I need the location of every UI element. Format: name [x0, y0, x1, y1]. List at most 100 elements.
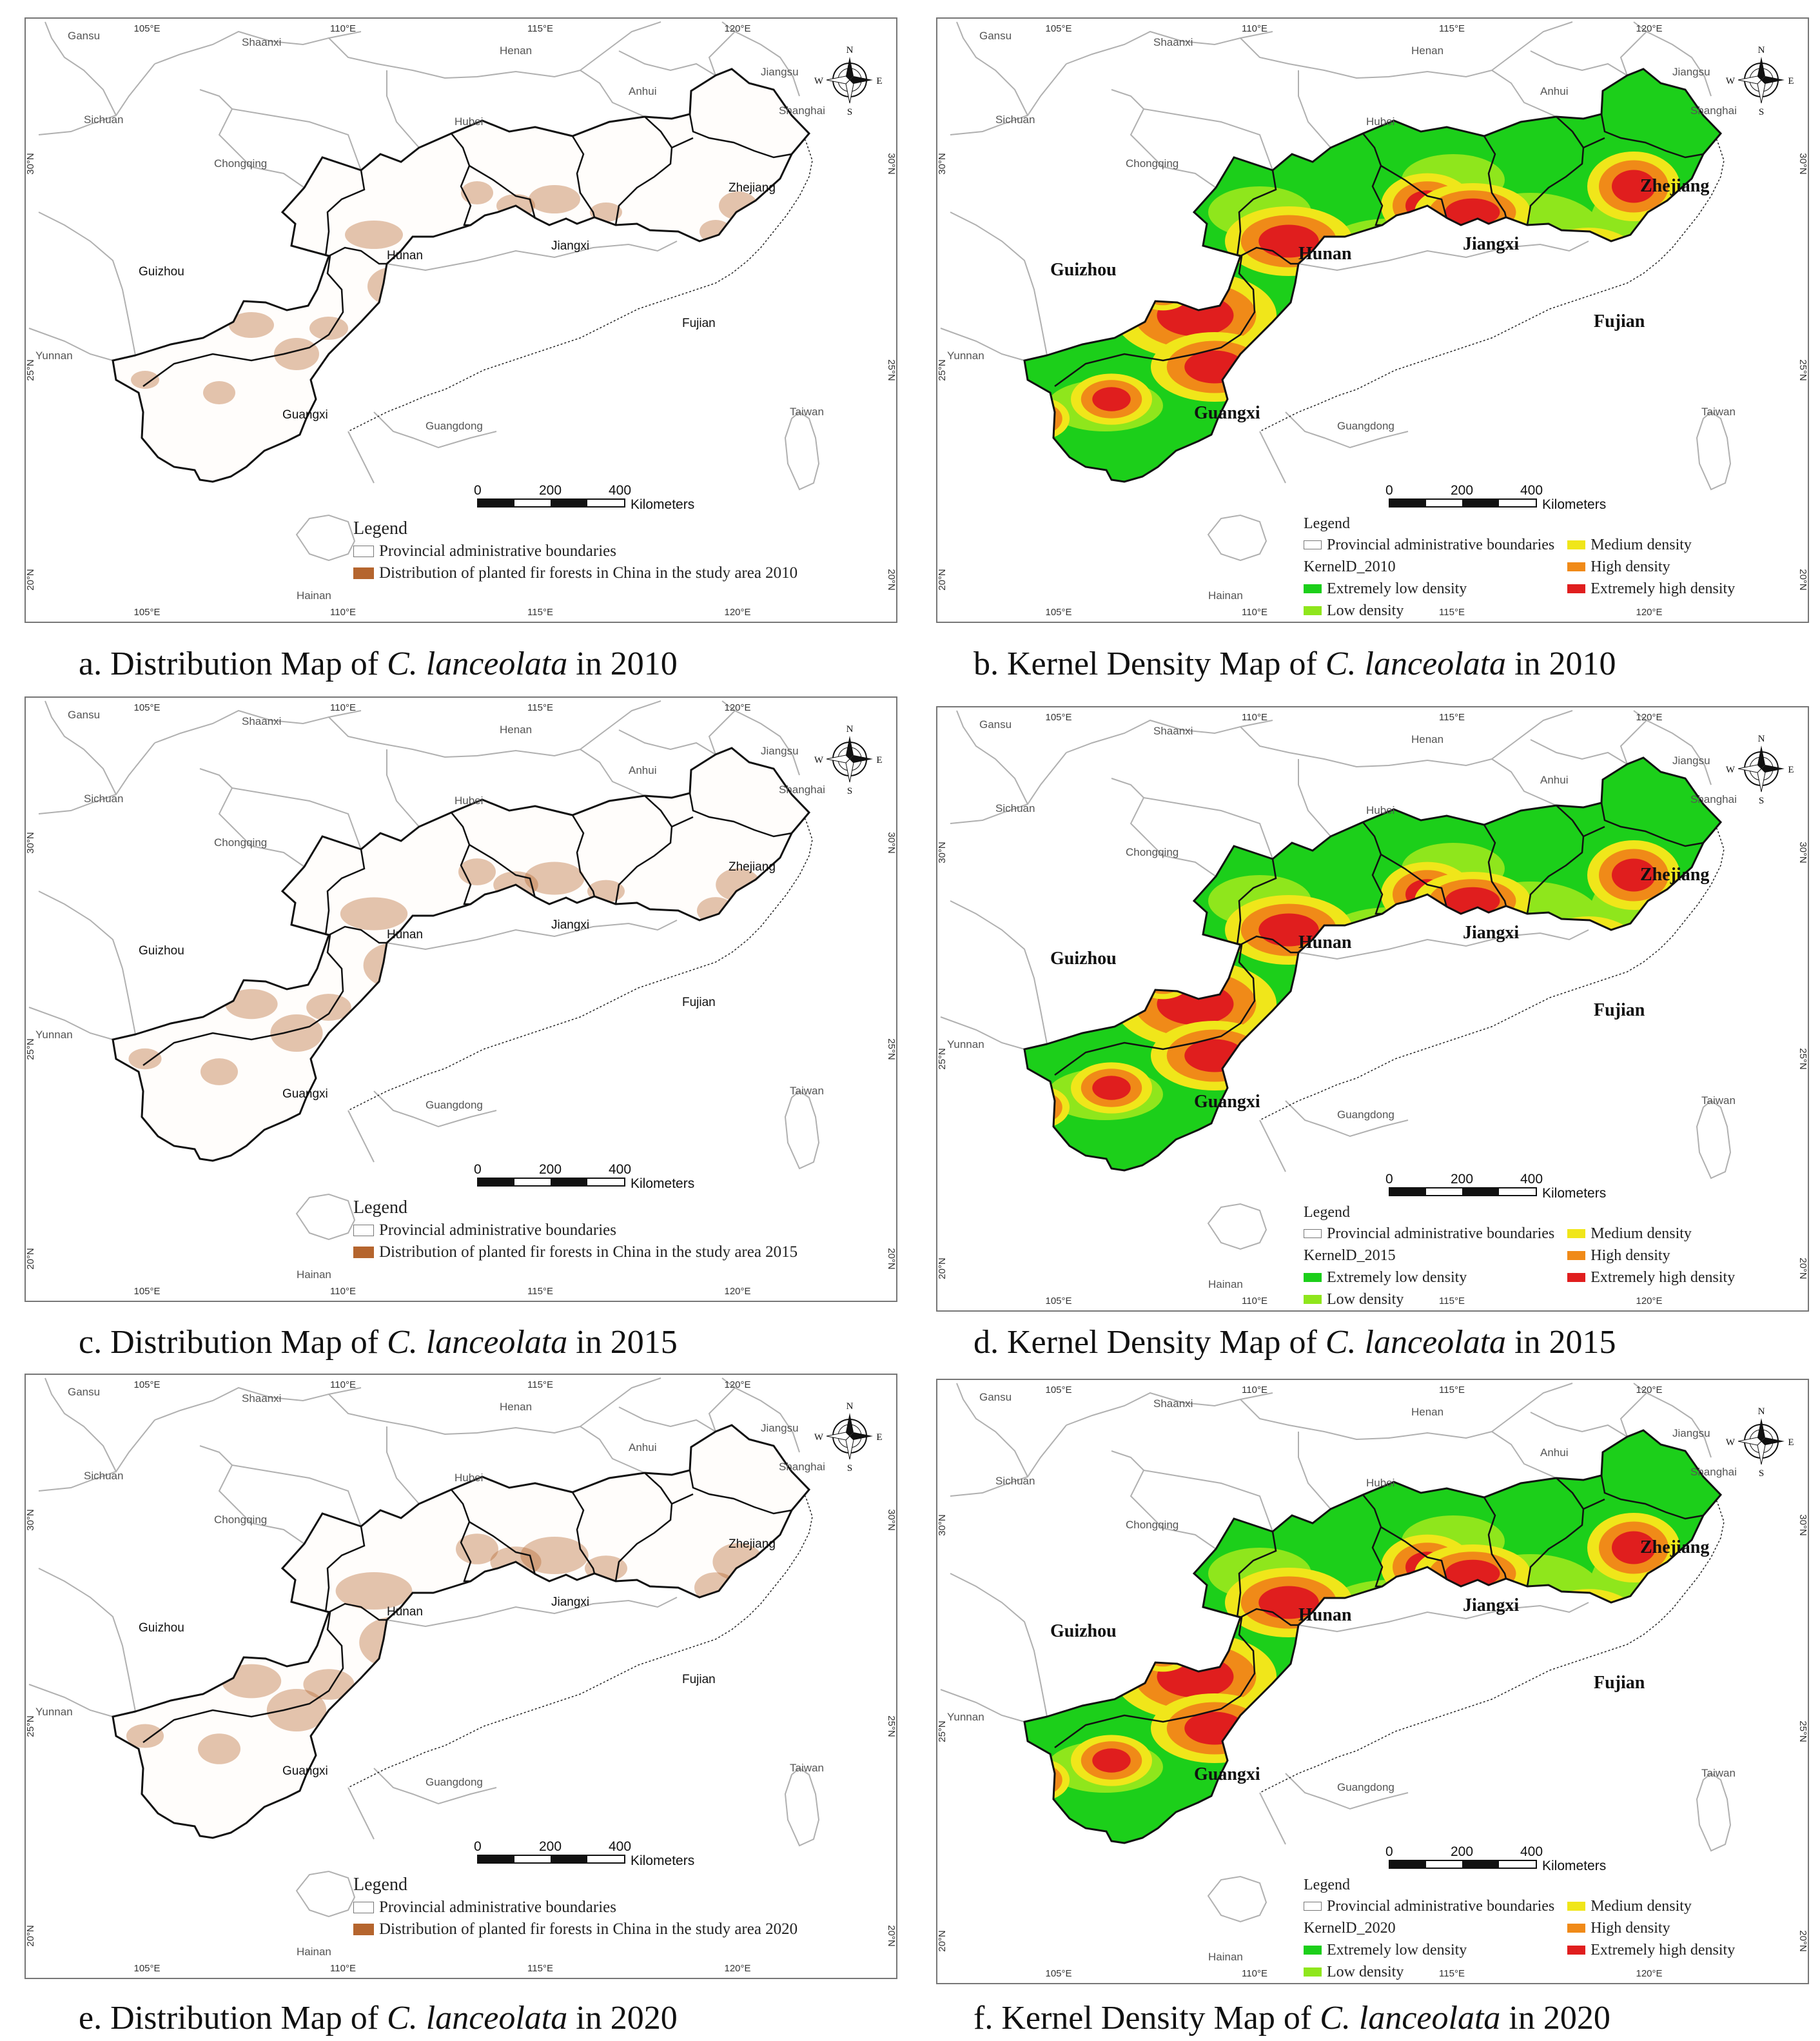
- lon-tick-label: 110°E: [1242, 607, 1267, 618]
- lon-tick-label: 115°E: [527, 1286, 553, 1297]
- lon-tick-label: 110°E: [330, 607, 356, 618]
- svg-text:E: E: [1788, 76, 1794, 86]
- neighbor-label: Jiangsu: [1672, 1427, 1710, 1439]
- density-high-area: [1024, 1764, 1062, 1796]
- neighbor-label: Hubei: [1366, 115, 1394, 128]
- province-label: Fujian: [1594, 311, 1645, 331]
- density-low-area: [1266, 1715, 1382, 1767]
- neighbor-boundary: [940, 1689, 1025, 1722]
- scale-bar: 0 200 400 Kilometers: [474, 1162, 694, 1191]
- neighbor-label: Gansu: [979, 1391, 1012, 1403]
- neighbor-boundary: [1285, 1100, 1409, 1138]
- neighbor-label: Henan: [1411, 44, 1443, 57]
- caption-c: c. Distribution Map of C. lanceolata in …: [79, 1324, 678, 1361]
- scale-bar: 0 200 400 Kilometers: [1385, 1844, 1606, 1873]
- province-label: Jiangxi: [551, 1595, 589, 1609]
- scale-tick: 200: [539, 483, 562, 498]
- lon-tick-label: 115°E: [1439, 607, 1465, 618]
- province-label: Jiangxi: [551, 918, 589, 932]
- scale-tick: 400: [1520, 483, 1543, 498]
- lon-tick-label: 110°E: [330, 702, 356, 713]
- density-high-area: [1639, 933, 1692, 972]
- lat-tick-label: 25°N: [26, 1715, 36, 1737]
- province-boundary: [671, 1493, 694, 1505]
- svg-text:E: E: [876, 1432, 882, 1443]
- study-area-fill: [113, 748, 809, 1161]
- svg-text:E: E: [1788, 1437, 1794, 1448]
- legend-boundary-label: Provincial administrative boundaries: [1327, 1897, 1555, 1915]
- neighbor-boundary: [950, 900, 1048, 1045]
- neighbor-label: Jiangsu: [761, 1422, 799, 1434]
- density-class-label: Extremely low density: [1327, 1268, 1467, 1286]
- province-label: Hunan: [1298, 244, 1352, 264]
- svg-text:S: S: [847, 786, 852, 796]
- density-extremely-high-area: [1612, 170, 1656, 203]
- province-boundary: [614, 1472, 673, 1582]
- density-extremely-high-area: [1092, 387, 1131, 411]
- fir-forest-patch: [520, 1536, 589, 1575]
- neighbor-label: Yunnan: [35, 350, 73, 362]
- scale-unit: Kilometers: [631, 497, 695, 512]
- density-extremely-high-area: [1184, 350, 1245, 384]
- neighbor-label: Shaanxi: [1153, 1397, 1193, 1410]
- caption-a: a. Distribution Map of C. lanceolata in …: [79, 646, 678, 682]
- neighbor-boundary: [1207, 1875, 1267, 1923]
- province-label: Zhejiang: [729, 181, 776, 195]
- lat-tick-label: 25°N: [26, 1038, 36, 1060]
- north-arrow-icon: N S E W: [1726, 734, 1794, 806]
- scale-tick: 0: [474, 1839, 482, 1854]
- legend-fir-label: Distribution of planted fir forests in C…: [379, 1243, 798, 1261]
- lat-tick-label: 20°N: [886, 1248, 896, 1270]
- neighbor-label: Yunnan: [35, 1029, 73, 1041]
- fir-forest-patch: [590, 202, 622, 222]
- province-label: Zhejiang: [729, 860, 776, 874]
- province-label: Guizhou: [139, 265, 184, 279]
- density-class-label: Low density: [1327, 602, 1404, 619]
- neighbor-label: Sichuan: [84, 113, 123, 126]
- density-class-label: High density: [1590, 1919, 1670, 1937]
- density-class-label: Low density: [1327, 1290, 1404, 1308]
- province-label: Guizhou: [1050, 1621, 1117, 1641]
- province-boundary: [571, 814, 596, 897]
- lon-tick-label: 105°E: [133, 1963, 160, 1974]
- neighbor-boundary: [28, 1007, 113, 1040]
- lat-tick-label: 20°N: [1797, 1257, 1808, 1279]
- neighbor-label: Gansu: [979, 30, 1012, 42]
- neighbor-label: Hainan: [297, 1268, 331, 1281]
- neighbor-boundary: [1143, 797, 1273, 860]
- neighbor-boundary: [1491, 70, 1557, 117]
- lat-tick-label: 25°N: [1797, 1721, 1808, 1742]
- lon-tick-label: 120°E: [1636, 23, 1662, 34]
- province-boundary: [451, 812, 472, 905]
- province-boundary: [1483, 1497, 1507, 1579]
- density-extremely-high-area: [1026, 1770, 1055, 1790]
- density-extremely-high-area: [1445, 1559, 1500, 1588]
- north-arrow-icon: N S E W: [814, 1401, 883, 1474]
- boundary-swatch: [353, 546, 374, 557]
- province-boundary: [571, 1492, 596, 1574]
- density-medium-area: [1631, 927, 1701, 978]
- neighbor-boundary: [1285, 411, 1409, 449]
- province-boundary: [614, 795, 673, 905]
- density-extremely-high-area: [1558, 943, 1619, 994]
- neighbor-label: Shanghai: [1690, 104, 1737, 117]
- scale-unit: Kilometers: [631, 1853, 695, 1868]
- density-extremely-high-area: [1384, 1655, 1420, 1679]
- density-high-area: [1639, 1606, 1692, 1644]
- neighbor-label: Gansu: [68, 709, 100, 721]
- density-class-swatch: [1304, 1273, 1322, 1282]
- province-boundary: [328, 246, 387, 265]
- neighbor-boundary: [1066, 719, 1273, 753]
- map-svg: Gansu Shaanxi Henan Jiangsu Anhui Shanghai Sic…: [937, 710, 1808, 1306]
- province-label: Hunan: [1298, 932, 1352, 952]
- neighbor-boundary: [1491, 1383, 1573, 1432]
- lon-tick-label: 105°E: [1045, 1385, 1071, 1395]
- boundary-swatch: [1304, 540, 1322, 549]
- study-area-fill: [113, 69, 809, 482]
- density-extremely-high-area: [1149, 968, 1177, 989]
- coastline: [347, 1471, 813, 1788]
- neighbor-boundary: [1619, 710, 1648, 765]
- neighbor-boundary: [231, 1464, 362, 1527]
- map-panel-a: Gansu Shaanxi Henan Jiangsu Anhui Shanghai Sic…: [24, 17, 897, 623]
- province-label: Guangxi: [1194, 1092, 1260, 1112]
